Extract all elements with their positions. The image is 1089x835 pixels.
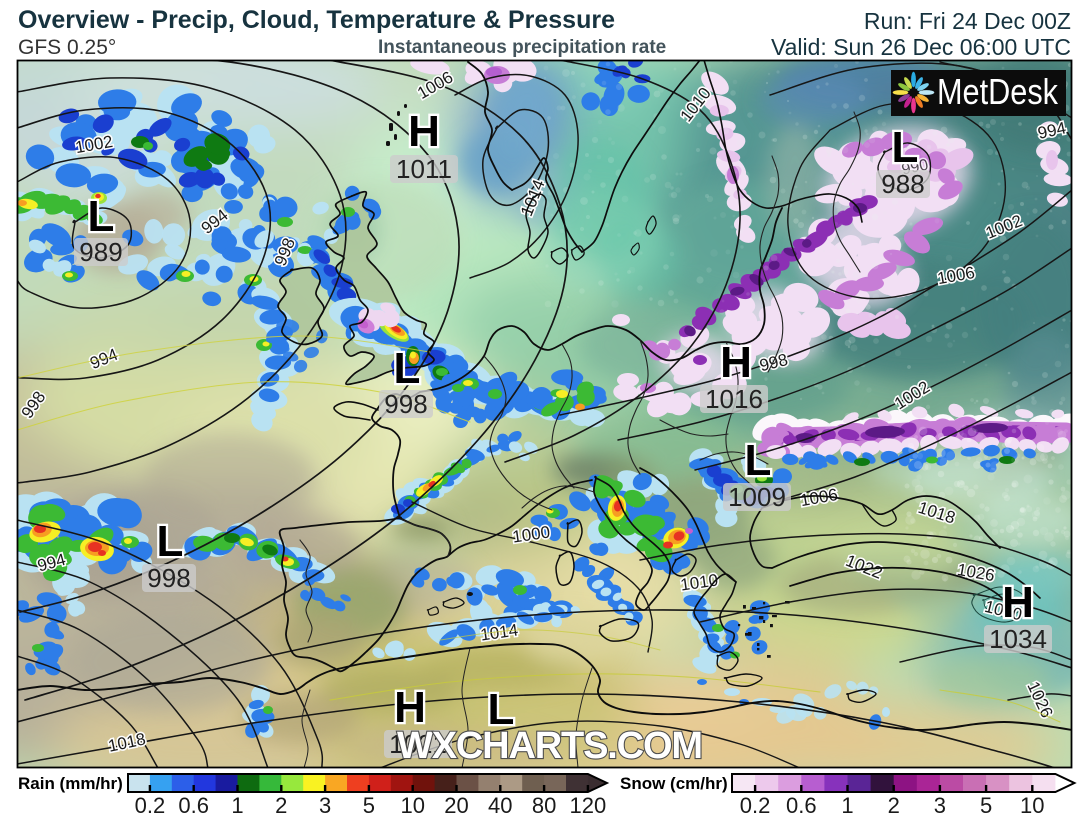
svg-text:2: 2 [888,793,900,818]
svg-text:1009: 1009 [728,482,786,512]
svg-text:L: L [157,517,184,566]
svg-text:1034: 1034 [989,624,1047,654]
svg-text:H: H [408,107,440,156]
svg-text:L: L [88,192,115,241]
svg-text:WXCHARTS.COM: WXCHARTS.COM [397,725,703,767]
svg-text:1: 1 [841,793,853,818]
svg-text:1: 1 [231,793,243,818]
svg-text:0.6: 0.6 [178,793,209,818]
svg-text:40: 40 [488,793,512,818]
svg-text:5: 5 [363,793,375,818]
svg-text:0.2: 0.2 [135,793,166,818]
svg-text:Rain (mm/hr): Rain (mm/hr) [18,774,123,793]
svg-text:L: L [488,685,515,734]
svg-text:H: H [394,683,426,732]
svg-text:L: L [745,436,772,485]
svg-text:998: 998 [384,389,427,419]
svg-text:120: 120 [570,793,607,818]
svg-text:0.6: 0.6 [786,793,817,818]
svg-text:5: 5 [980,793,992,818]
svg-text:MetDesk: MetDesk [937,71,1059,112]
svg-text:H: H [720,338,752,387]
svg-text:1016: 1016 [705,384,763,414]
svg-text:998: 998 [147,563,190,593]
svg-text:989: 989 [79,237,122,267]
svg-text:10: 10 [400,793,424,818]
svg-text:1021: 1021 [389,729,447,759]
svg-text:3: 3 [319,793,331,818]
svg-text:20: 20 [444,793,468,818]
svg-text:L: L [394,344,421,393]
svg-text:3: 3 [934,793,946,818]
svg-text:H: H [1002,578,1034,627]
svg-text:1011: 1011 [396,154,452,184]
svg-text:Snow (cm/hr): Snow (cm/hr) [620,774,728,793]
svg-text:0.2: 0.2 [740,793,771,818]
svg-text:988: 988 [881,169,924,199]
svg-text:L: L [892,123,919,172]
svg-text:10: 10 [1020,793,1044,818]
svg-text:80: 80 [532,793,556,818]
svg-text:2: 2 [275,793,287,818]
